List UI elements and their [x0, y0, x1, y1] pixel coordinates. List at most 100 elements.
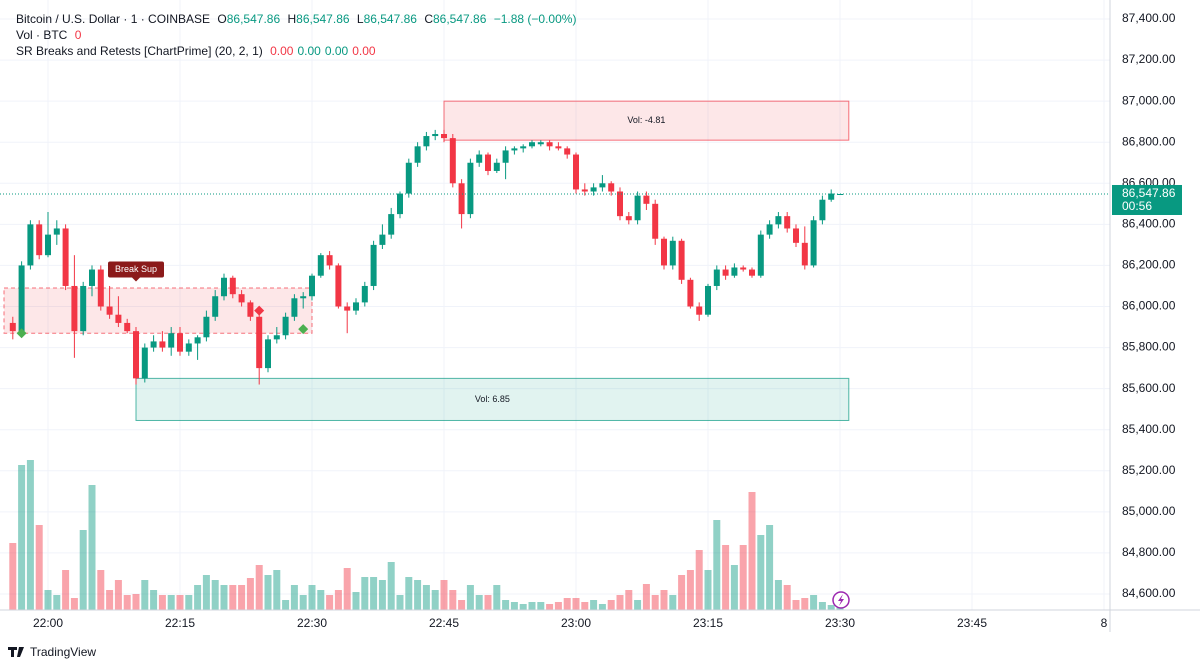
volume-bar	[642, 584, 650, 610]
volume-bar	[554, 602, 562, 610]
brand-name: TradingView	[30, 645, 96, 659]
volume-bar	[387, 562, 395, 610]
brand-logo	[8, 647, 24, 657]
candle-body	[141, 347, 148, 379]
volume-bar	[792, 600, 800, 610]
candle-body	[423, 136, 430, 147]
y-tick-label: 86,800.00	[1122, 134, 1176, 148]
y-tick-label: 87,000.00	[1122, 93, 1176, 107]
volume-bar	[475, 595, 483, 610]
candle-body	[740, 267, 747, 270]
volume-bar	[229, 585, 237, 610]
candle-body	[353, 302, 359, 311]
y-tick-label: 85,200.00	[1122, 463, 1176, 477]
y-tick-label: 87,200.00	[1122, 52, 1176, 66]
candle-body	[449, 138, 456, 184]
x-tick-label: 23:00	[561, 616, 591, 630]
volume-bar	[774, 580, 782, 610]
volume-bar	[97, 570, 105, 610]
open: 86,547.86	[226, 12, 281, 26]
candle-body	[379, 234, 386, 245]
candle-body	[291, 298, 298, 317]
x-tick-label: 22:45	[429, 616, 459, 630]
indicator-value: 0.00	[297, 44, 321, 58]
candle-body	[229, 277, 236, 295]
volume-bar	[739, 545, 747, 610]
marker	[298, 324, 309, 335]
candle-body	[537, 142, 544, 145]
candle-body	[485, 154, 491, 171]
volume-bar	[114, 580, 122, 610]
candle-body	[265, 339, 271, 369]
candle-body	[493, 162, 500, 171]
grid: 84,600.00 84,800.00 85,000.00 85,200.00 85,4…	[0, 0, 1176, 630]
candle-body	[397, 193, 403, 215]
y-tick-label: 85,000.00	[1122, 504, 1176, 518]
candle-body	[97, 269, 104, 307]
candle-body	[731, 267, 738, 276]
volume-bar	[590, 600, 598, 610]
volume-bar	[625, 590, 633, 610]
volume-bar	[317, 590, 325, 610]
volume-bar	[326, 595, 334, 610]
marker	[16, 328, 27, 339]
o-label: O	[217, 12, 227, 26]
marker	[254, 305, 265, 316]
candle-body	[643, 195, 650, 204]
volume-bar	[510, 602, 518, 610]
candle-body	[458, 183, 465, 215]
volume-bar	[396, 595, 404, 610]
indicator-legend: SR Breaks and Retests [ChartPrime] (20, …	[16, 44, 380, 58]
volume-bar	[466, 585, 474, 610]
candle-body	[361, 285, 368, 303]
volume-bar	[106, 590, 114, 610]
candle-body	[159, 341, 166, 348]
volume-bar	[238, 585, 246, 610]
candle-body	[203, 316, 210, 338]
candle-body	[273, 335, 280, 340]
volume-bar	[660, 590, 668, 610]
candle-body	[115, 314, 122, 323]
candle-body	[309, 275, 315, 297]
volume-bar	[132, 594, 140, 610]
volume-bar	[722, 545, 730, 610]
candle-body	[168, 333, 175, 348]
volume-bar	[62, 570, 70, 610]
candle-body	[581, 189, 588, 192]
candle-body	[300, 296, 307, 299]
zones: Vol: -4.81 Vol: 6.85	[3, 100, 850, 421]
volume-bar	[26, 460, 34, 610]
volume-bar	[299, 595, 307, 610]
volume-bar	[669, 595, 677, 610]
candle-body	[652, 203, 659, 239]
indicator-value: 0.00	[352, 44, 376, 58]
candle-body	[529, 142, 535, 147]
candle-body	[194, 337, 201, 344]
volume-bar	[176, 595, 184, 610]
candle-body	[212, 296, 219, 317]
volume-bar	[185, 595, 193, 610]
candle-body	[388, 214, 395, 235]
x-tick-label: 23:45	[957, 616, 987, 630]
candle-body	[801, 242, 808, 266]
candle-body	[124, 322, 131, 332]
candle-body	[432, 134, 439, 137]
volume-bar	[405, 577, 413, 610]
volume-bar	[537, 602, 545, 610]
l-label: L	[356, 12, 364, 26]
symbol-legend: Bitcoin / U.S. Dollar · 1 · COINBASE O86…	[16, 12, 580, 26]
volume-bar	[378, 580, 386, 610]
volume-bar	[9, 543, 17, 610]
candle-body	[9, 322, 16, 332]
zone	[135, 377, 850, 421]
candle-body	[502, 150, 509, 163]
candle-body	[317, 255, 324, 276]
volume-bar	[757, 535, 765, 610]
candle-body	[71, 285, 78, 332]
candle-body	[713, 269, 720, 286]
candle-body	[819, 199, 826, 221]
candle-body	[106, 306, 113, 315]
candle-body	[590, 187, 597, 192]
y-tick-label: 86,400.00	[1122, 217, 1176, 231]
